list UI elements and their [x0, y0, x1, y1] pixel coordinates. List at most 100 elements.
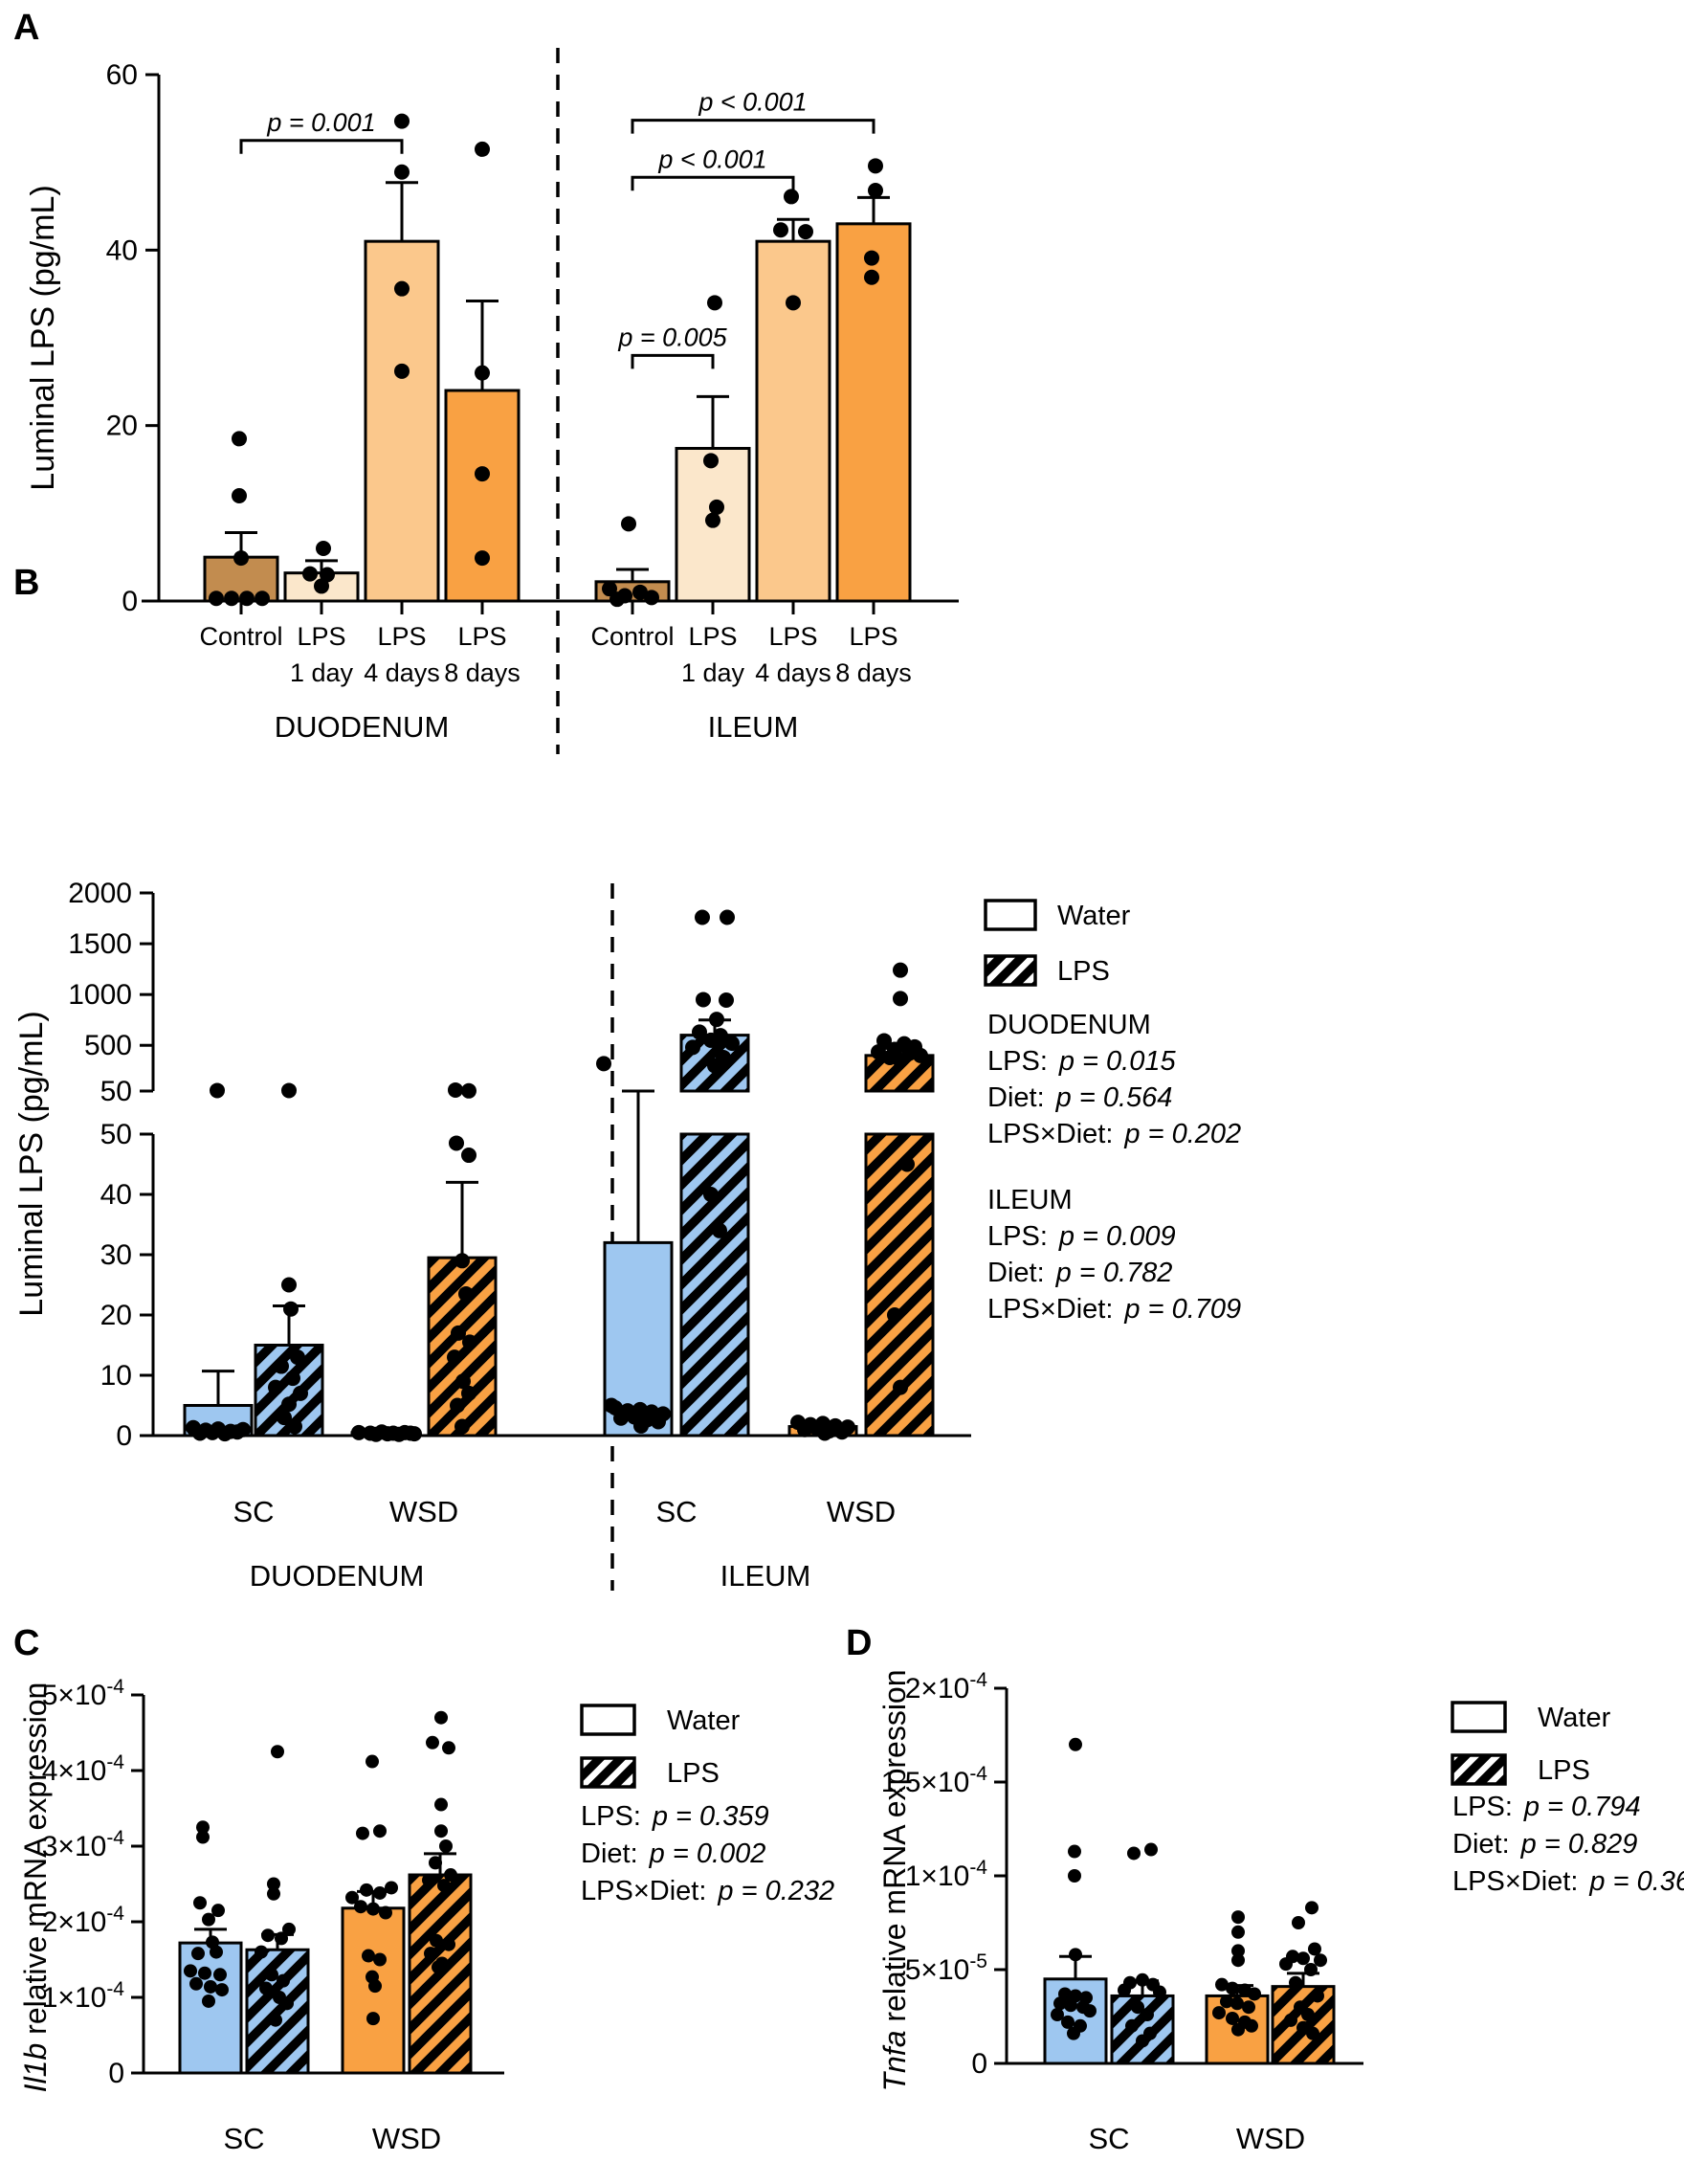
data-point: [786, 295, 801, 311]
data-point: [442, 1741, 455, 1755]
data-point: [893, 991, 908, 1007]
data-point: [233, 550, 249, 567]
data-point: [1306, 2026, 1319, 2040]
legend-label: LPS: [1538, 1755, 1590, 1786]
data-point: [362, 1949, 375, 1963]
data-point: [797, 1421, 812, 1437]
y-tick-label: 500: [84, 1030, 132, 1061]
significance-label: p < 0.001: [698, 88, 807, 117]
legend-label: Water: [1057, 901, 1131, 931]
data-point: [1231, 1953, 1245, 1968]
data-point: [265, 1968, 278, 1982]
data-point: [351, 1424, 366, 1440]
y-tick-label: 1.5×10-4: [881, 1763, 988, 1798]
data-point: [913, 1047, 928, 1063]
y-tick-label: 1×10-4: [905, 1857, 988, 1892]
data-point: [267, 1886, 280, 1901]
chart-element: LPS×Diet:: [581, 1876, 706, 1906]
data-point: [720, 909, 735, 925]
chart-element: LPS:: [987, 1046, 1048, 1077]
data-point: [422, 1873, 435, 1887]
data-point: [314, 578, 329, 594]
y-axis-label: Luminal LPS (pg/mL): [25, 185, 61, 490]
data-point: [209, 591, 224, 607]
data-point: [429, 1856, 442, 1870]
data-point: [1069, 1737, 1082, 1751]
category-label: 8 days: [444, 658, 521, 687]
data-point: [1068, 1869, 1081, 1883]
data-point: [784, 189, 799, 205]
data-point: [293, 1385, 308, 1401]
significance-bracket: [631, 175, 795, 191]
data-point: [379, 1905, 392, 1920]
chart-element: Diet:: [987, 1258, 1045, 1288]
chart-element: p = 0.794: [1523, 1792, 1641, 1822]
data-point: [373, 1952, 387, 1967]
panel-a-label: A: [13, 8, 40, 48]
y-tick-label: 5×10-4: [42, 1676, 125, 1711]
data-point: [426, 1735, 439, 1749]
data-point: [1301, 2008, 1315, 2022]
data-point: [1279, 1957, 1293, 1972]
data-point: [461, 1148, 476, 1164]
data-point: [290, 1349, 305, 1366]
data-point: [434, 1824, 448, 1839]
data-point: [302, 566, 318, 582]
section-label: ILEUM: [720, 1559, 811, 1593]
legend-lps-swatch: [984, 954, 1037, 987]
data-point: [893, 1379, 908, 1395]
chart-element: 0: [108, 2058, 124, 2089]
stat-line: LPS: p = 0.359: [581, 1801, 769, 1832]
stats-title: ILEUM: [987, 1185, 1073, 1215]
significance-label: p < 0.001: [657, 145, 766, 173]
chart-element: -4: [969, 1763, 987, 1785]
legend-water-swatch: [580, 1704, 636, 1736]
data-point: [1314, 1953, 1327, 1968]
data-point: [271, 1745, 284, 1759]
data-point: [864, 269, 879, 285]
y-tick-label: 1000: [68, 979, 132, 1011]
data-point: [210, 1945, 223, 1959]
data-point: [224, 591, 239, 607]
data-point: [1226, 1981, 1239, 1995]
data-point: [213, 1968, 227, 1982]
data-point: [211, 1904, 225, 1918]
data-point: [621, 516, 636, 532]
data-point: [434, 1797, 448, 1812]
chart-element: 5×10: [905, 1954, 970, 1986]
significance-bracket: [631, 353, 715, 369]
data-point: [394, 164, 410, 180]
y-tick-label: 2×10-4: [42, 1903, 125, 1938]
data-point: [1245, 2018, 1258, 2033]
bar-sc-lps: [245, 1948, 310, 2075]
data-point: [705, 512, 720, 528]
data-point: [432, 1960, 445, 1974]
data-point: [451, 1325, 466, 1341]
panel-c-label: C: [13, 1623, 40, 1663]
chart-element: Diet:: [987, 1082, 1045, 1113]
chart-element: -5: [969, 1950, 987, 1972]
stat-line: Diet: p = 0.564: [987, 1082, 1172, 1113]
y-tick-label: 0: [116, 1420, 132, 1452]
chart-element: 1×10: [42, 1982, 107, 2014]
chart-element: -4: [106, 1827, 124, 1849]
data-point: [437, 1879, 451, 1893]
section-label: ILEUM: [708, 710, 799, 744]
data-point: [444, 1868, 457, 1883]
data-point: [1296, 1951, 1310, 1966]
data-point: [373, 1824, 387, 1839]
stat-line: LPS: p = 0.794: [1452, 1792, 1641, 1822]
data-point: [230, 1424, 245, 1440]
data-point: [430, 1933, 443, 1948]
data-point: [868, 158, 883, 174]
data-point: [703, 453, 719, 469]
stat-line: LPS×Diet: p = 0.232: [581, 1876, 834, 1906]
panel-b-chart: 50 500 1000 1500 2000 0 10 20 30 40 50 Luminal LPS …: [13, 878, 1241, 1593]
group-label: SC: [233, 1495, 274, 1528]
data-point: [345, 1890, 359, 1905]
stat-line: Diet: p = 0.002: [581, 1839, 765, 1869]
chart-element: LPS×Diet:: [987, 1294, 1113, 1325]
data-point: [1051, 2008, 1064, 2022]
category-label: 8 days: [835, 658, 912, 687]
data-point: [239, 591, 255, 607]
